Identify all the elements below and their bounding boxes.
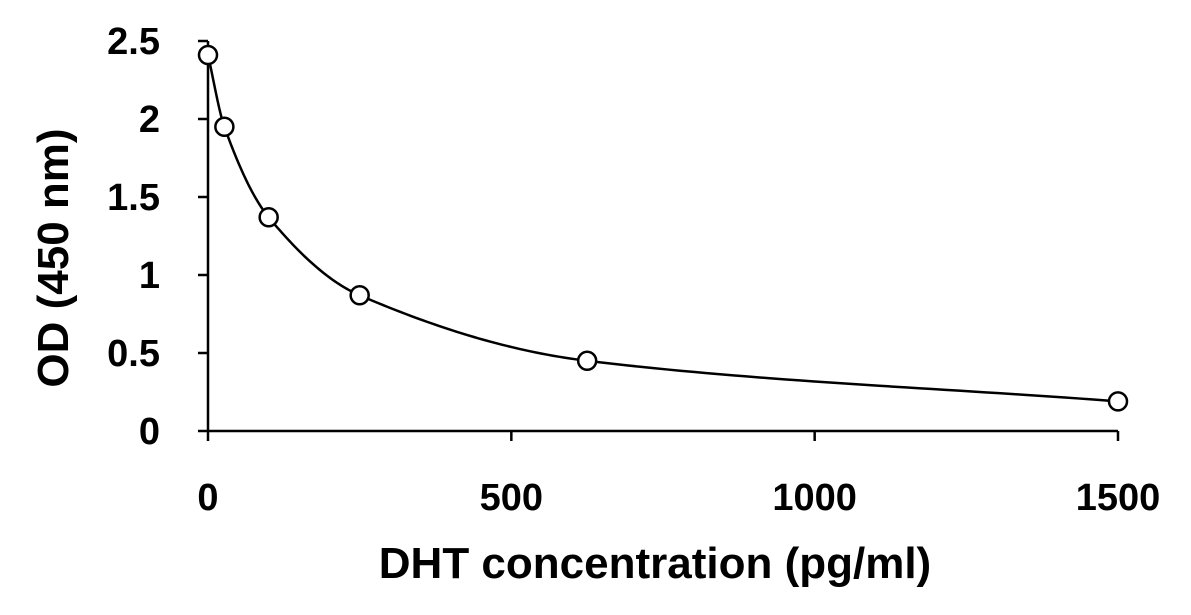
y-axis-title: OD (450 nm)	[29, 128, 78, 387]
y-tick-label: 0.5	[107, 333, 160, 375]
y-tick-label: 1	[139, 255, 160, 297]
fit-curve	[206, 54, 1119, 403]
data-point	[349, 285, 370, 306]
data-point	[1107, 391, 1129, 412]
x-axis-ticks: 0 500 1000 1500	[197, 431, 1160, 519]
x-tick-label: 0	[197, 477, 218, 519]
x-axis-title: DHT concentration (pg/ml)	[379, 539, 931, 588]
y-tick-label: 2	[139, 99, 160, 141]
data-point	[214, 116, 235, 138]
x-tick-label: 1500	[1076, 477, 1161, 519]
data-points	[197, 44, 1129, 412]
x-tick-label: 500	[480, 477, 543, 519]
y-tick-label: 2.5	[107, 21, 160, 63]
x-tick-label: 1000	[772, 477, 857, 519]
y-tick-label: 0	[139, 411, 160, 453]
data-point	[197, 44, 219, 66]
data-point	[258, 207, 279, 228]
y-axis-ticks: 0 0.5 1 1.5 2 2.5	[107, 21, 208, 453]
data-point	[576, 350, 598, 372]
plot-area: 0 0.5 1 1.5 2 2.5 0 500 1000 1500	[107, 21, 1160, 519]
y-tick-label: 1.5	[107, 177, 160, 219]
